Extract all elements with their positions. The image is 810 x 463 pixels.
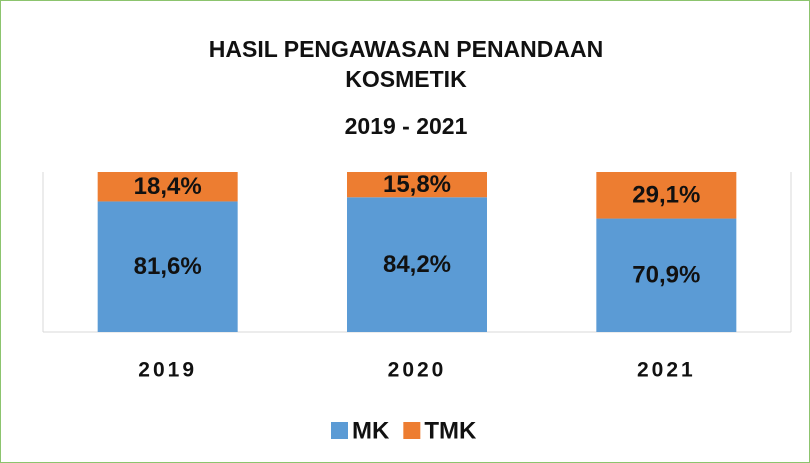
chart-subtitle: 2019 - 2021 [344, 113, 468, 139]
data-label: 70,9% [632, 262, 700, 289]
x-tick-label: 2020 [388, 359, 447, 382]
legend-label: TMK [424, 417, 477, 444]
data-label: 81,6% [134, 253, 202, 280]
bar-segment [347, 197, 487, 332]
data-label: 18,4% [134, 173, 202, 200]
chart-title: HASIL PENGAWASAN PENANDAAN KOSMETIK [208, 36, 604, 92]
legend-swatch [331, 422, 348, 439]
x-tick-label: 2019 [138, 359, 197, 382]
data-label: 84,2% [383, 251, 451, 278]
bar-segment [596, 172, 737, 219]
x-tick-label: 2021 [637, 359, 696, 382]
data-label: 29,1% [632, 182, 700, 209]
bar-segment [347, 172, 487, 198]
bar-segment [596, 218, 737, 332]
bar-segment [97, 172, 238, 202]
legend-swatch [403, 422, 421, 439]
data-label: 15,8% [383, 171, 451, 198]
legend-label: MK [352, 417, 390, 444]
bar-segment [97, 201, 238, 332]
